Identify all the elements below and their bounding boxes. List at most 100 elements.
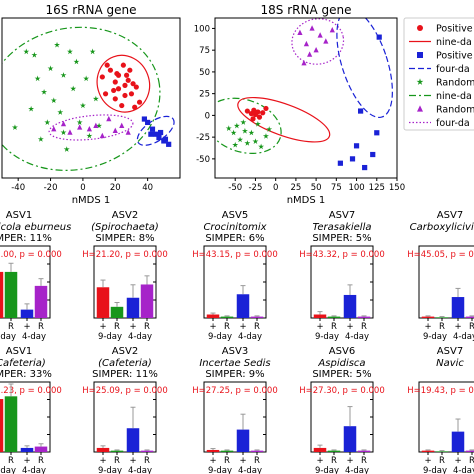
category-label-1: R: [439, 456, 445, 466]
point-3-1: [303, 40, 310, 47]
bar-panel-1: ASV2(Spirochaeta)SIMPER: 8% H=21.20, p = …: [82, 210, 168, 342]
x-tick-label: 20: [110, 183, 121, 193]
bar-panel-5: ASV1(Cafeteria)SIMPER: 33% H=30.23, p = 0…: [0, 346, 62, 474]
x-tick-label: 150: [389, 183, 405, 193]
group-label-9day: 9-day: [208, 466, 232, 474]
point-1-1: [349, 156, 356, 162]
panel-stat: H=25.09, p = 0.000: [82, 386, 168, 396]
group-label-4day: 4-day: [453, 466, 474, 474]
point-0-20: [111, 87, 117, 94]
legend-marker-4: [416, 78, 424, 85]
point-2-6: [44, 119, 51, 125]
category-label-1: R: [439, 322, 445, 332]
bar-1: [110, 306, 124, 318]
point-3-2: [309, 25, 315, 31]
category-label-0: +: [316, 322, 323, 332]
x-tick-label: 100: [348, 183, 364, 193]
point-2-7: [47, 65, 54, 72]
point-0-4: [255, 109, 261, 115]
ellipse-3: [136, 115, 175, 146]
plot-frame: [214, 17, 398, 179]
point-3-8: [112, 127, 118, 134]
nmds-16s-plot: 16S rRNA gene -40 -20 0 20 40 nMDS 1: [1, 3, 181, 206]
point-3-8: [301, 60, 307, 66]
category-label-3: R: [361, 456, 367, 466]
group-label-4day: 4-day: [22, 466, 46, 474]
point-0-6: [260, 110, 266, 116]
point-2-6: [244, 140, 251, 146]
bar-3: [357, 316, 371, 318]
panel-frame: [203, 245, 267, 319]
bar-0: [206, 314, 220, 318]
category-label-2: +: [346, 322, 353, 332]
point-2-11: [262, 133, 269, 139]
ellipse-2: [48, 114, 134, 141]
legend-label-5: nine-da: [436, 91, 472, 102]
point-3-4: [86, 125, 92, 132]
point-2-22: [96, 122, 103, 129]
point-0-5: [115, 86, 122, 92]
point-1-8: [166, 141, 172, 147]
legend-frame: [403, 17, 474, 131]
point-1-0: [337, 160, 343, 166]
legend-label-1: nine-da: [436, 37, 472, 48]
category-label-0: +: [99, 322, 106, 332]
group-label-4day: 4-day: [238, 332, 262, 342]
group-label-4day: 4-day: [345, 332, 369, 342]
point-1-9: [148, 131, 154, 137]
panel-title: ASV2: [112, 210, 138, 221]
point-2-19: [86, 132, 93, 139]
group-label-9day: 9-day: [423, 332, 447, 342]
y-tick-label: 75: [199, 46, 210, 56]
bar-3: [465, 450, 474, 452]
point-0-15: [133, 84, 139, 90]
bar-0: [421, 450, 435, 452]
bar-0: [421, 316, 435, 318]
group-label-4day: 4-day: [128, 332, 152, 342]
bar-2: [236, 429, 250, 452]
point-1-2: [353, 143, 360, 149]
bar-1: [435, 317, 449, 318]
group-label-9day: 9-day: [315, 332, 339, 342]
bar-3: [465, 316, 474, 318]
point-2-1: [230, 129, 237, 136]
point-3-3: [313, 46, 319, 53]
ellipse-2: [291, 18, 345, 65]
bar-panel-6: ASV2(Cafeteria)SIMPER: 11% H=25.09, p = 0…: [82, 346, 168, 474]
y-tick-label: 0: [205, 111, 210, 121]
legend-label-2: Positive: [436, 51, 473, 62]
group-label-9day: 9-day: [208, 332, 232, 342]
point-2-0: [225, 125, 232, 131]
panel-simper: SIMPER: 33%: [0, 369, 52, 380]
point-3-9: [119, 122, 125, 128]
legend-label-0: Positive: [436, 24, 473, 35]
category-label-2: +: [23, 322, 30, 332]
point-1-4: [370, 151, 376, 158]
point-0-17: [112, 96, 118, 102]
category-label-0: +: [424, 456, 431, 466]
point-2-15: [73, 58, 80, 65]
category-label-3: R: [361, 322, 367, 332]
category-label-0: +: [424, 322, 431, 332]
panel-subtitle: Crocinitomix: [203, 222, 266, 233]
bar-2: [236, 294, 250, 318]
category-label-3: R: [38, 322, 44, 332]
y-tick-label: -50: [196, 155, 210, 165]
point-2-24: [28, 105, 35, 112]
point-1-3: [362, 164, 368, 171]
ellipse-1: [96, 54, 151, 113]
bar-panels: ASV1Aliaghicola eburneusSIMPER: 11%H=27.…: [0, 210, 474, 474]
group-label-9day: 9-day: [98, 466, 122, 474]
point-3-7: [106, 115, 112, 122]
bar-3: [140, 284, 154, 318]
panel-subtitle: Carboxylicivirga: [410, 222, 474, 233]
bar-3: [34, 285, 48, 318]
point-2-20: [89, 48, 96, 55]
legend-marker-2: [417, 52, 423, 58]
panel-title: ASV7: [329, 210, 355, 221]
point-1-5: [157, 129, 164, 136]
panel-frame: [310, 245, 374, 319]
